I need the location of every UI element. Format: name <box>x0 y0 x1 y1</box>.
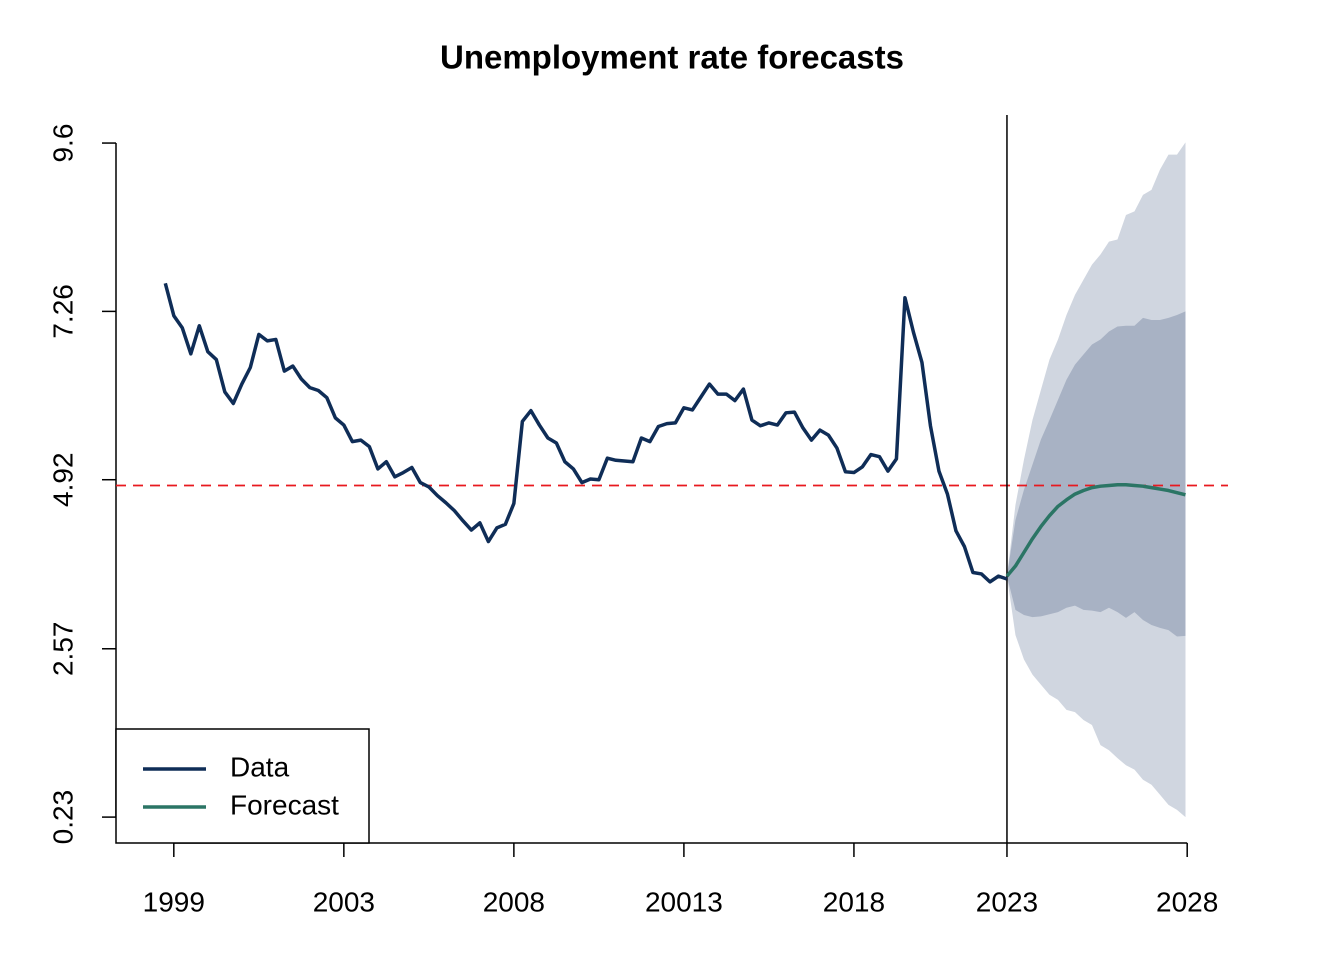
y-tick-label: 0.23 <box>47 790 78 845</box>
y-tick-label: 9.6 <box>47 124 78 163</box>
series-line <box>1005 483 1186 578</box>
y-tick-label: 7.26 <box>47 284 78 339</box>
legend-label: Data <box>230 751 290 782</box>
series-line <box>163 282 1008 584</box>
legend-label: Forecast <box>230 789 339 820</box>
x-tick-label: 2018 <box>823 886 885 917</box>
chart-title: Unemployment rate forecasts <box>440 39 904 76</box>
y-tick-label: 4.92 <box>47 452 78 507</box>
y-tick-label: 2.57 <box>47 622 78 677</box>
x-tick-label: 1999 <box>143 886 205 917</box>
x-tick-label: 2008 <box>483 886 545 917</box>
forecast-band <box>1006 311 1186 637</box>
legend-box <box>115 728 370 844</box>
x-tick-label: 2028 <box>1156 886 1218 917</box>
x-tick-label: 2003 <box>313 886 375 917</box>
x-tick-label: 20013 <box>645 886 723 917</box>
x-tick-label: 2023 <box>976 886 1038 917</box>
